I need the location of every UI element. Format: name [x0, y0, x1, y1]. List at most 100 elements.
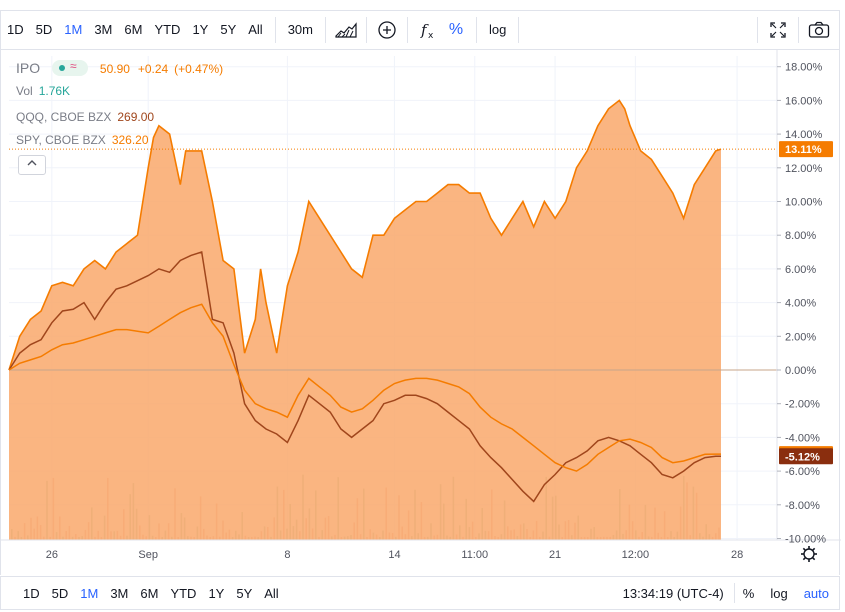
toolbar-divider [518, 17, 520, 43]
toolbar-divider [407, 17, 408, 43]
price-axis-label: 14.00% [785, 129, 823, 141]
ipo-series-line [8, 99, 722, 371]
legend-compare-label: QQQ, CBOE BZX [16, 110, 112, 124]
legend-compare-label: SPY, CBOE BZX [16, 133, 106, 147]
toolbar-divider [325, 17, 326, 43]
range-1m-button[interactable]: 1M [64, 22, 83, 37]
time-axis-label: 21 [549, 549, 561, 561]
legend-volume: Vol 1.76K [16, 84, 70, 98]
chart-style-icon[interactable] [332, 16, 360, 44]
bottom-range-5d[interactable]: 5D [51, 585, 69, 601]
compare-add-icon[interactable] [373, 16, 401, 44]
bottom-toolbar: 1D 5D 1M 3M 6M YTD 1Y 5Y All 13:34:19 (U… [0, 576, 840, 610]
svg-text:x: x [428, 31, 434, 40]
toolbar-divider [798, 17, 799, 43]
settings-gear-tooth [811, 547, 816, 552]
range-1d-button[interactable]: 1D [7, 22, 24, 37]
fullscreen-icon[interactable] [764, 16, 792, 44]
bottom-range-1d[interactable]: 1D [23, 585, 40, 601]
chart-canvas[interactable]: 18.00% 16.00% 14.00% 12.00% 10.00% 8.00% 6.00%… [1, 50, 841, 575]
legend-change: +0.24 [137, 62, 169, 76]
percent-scale-icon[interactable]: % [448, 21, 464, 38]
settings-gear-tooth [802, 547, 807, 552]
range-5y-button[interactable]: 5Y [220, 22, 237, 37]
camera-icon[interactable] [805, 16, 833, 44]
bottom-range-all[interactable]: All [264, 585, 279, 601]
legend-price: 50.90 [99, 62, 130, 76]
price-axis-label: 10.00% [785, 197, 823, 209]
price-axis-label: -4.00% [785, 432, 820, 444]
price-axis-label: -10.00% [785, 534, 826, 546]
legend-compare-value: 269.00 [117, 110, 155, 124]
legend-change-pct: (+0.47%) [174, 62, 224, 76]
settings-gear-icon[interactable] [803, 548, 815, 560]
time-axis-label: 26 [46, 549, 58, 561]
legend-symbol[interactable]: IPO [16, 60, 41, 76]
range-ytd-button[interactable]: YTD [154, 22, 181, 37]
bottom-range-6m[interactable]: 6M [140, 585, 159, 601]
toolbar-divider [476, 17, 477, 43]
range-5d-button[interactable]: 5D [35, 22, 53, 37]
wave-icon: ≈ [70, 59, 77, 73]
range-all-button[interactable]: All [248, 22, 263, 37]
price-axis-badge-label: -5.12% [785, 451, 820, 463]
price-axis-badge [779, 141, 833, 158]
legend-vol-value: 1.76K [38, 84, 71, 98]
price-axis-label: 8.00% [785, 230, 816, 242]
legend-compare-value: 326.20 [111, 133, 149, 147]
qqq-series-line [8, 251, 721, 503]
market-status-badge: ≈ [52, 59, 89, 76]
range-6m-button[interactable]: 6M [124, 22, 143, 37]
ipo-area-fill [9, 100, 721, 541]
time-axis-label: 14 [388, 549, 400, 561]
range-1y-button[interactable]: 1Y [192, 22, 209, 37]
toolbar-divider [733, 583, 735, 603]
bottom-range-3m[interactable]: 3M [110, 585, 129, 601]
price-axis-label: 0.00% [785, 365, 816, 377]
time-axis-label: 8 [284, 549, 290, 561]
toolbar-divider [366, 17, 367, 43]
time-axis-label: 11:00 [461, 549, 488, 561]
price-axis-label: 12.00% [785, 163, 823, 175]
market-open-dot-icon [59, 65, 66, 71]
toolbar-divider [757, 17, 758, 43]
toolbar-divider [274, 17, 276, 43]
price-axis-label: 6.00% [785, 264, 816, 276]
price-axis-label: 16.00% [785, 95, 823, 107]
price-axis-label: -2.00% [785, 399, 820, 411]
price-axis-badge [779, 448, 833, 465]
bottom-range-ytd[interactable]: YTD [170, 585, 197, 601]
bottom-range-1m[interactable]: 1M [80, 585, 99, 601]
legend-collapse-button[interactable] [18, 155, 46, 175]
log-toggle[interactable]: log [770, 585, 788, 601]
bottom-right-group: 13:34:19 (UTC-4) % log auto [623, 583, 839, 603]
bottom-range-5y[interactable]: 5Y [236, 585, 253, 601]
bottom-range-1y[interactable]: 1Y [208, 585, 225, 601]
price-axis-label: 18.00% [785, 62, 823, 74]
settings-gear-tooth [811, 556, 816, 561]
toolbar-right-group [751, 16, 839, 44]
price-axis-label: -8.00% [785, 500, 820, 512]
time-axis-label: 28 [731, 549, 743, 561]
price-axis-badge-label: 13.11% [785, 144, 822, 156]
legend-compare-qqq[interactable]: QQQ, CBOE BZX 269.00 [16, 110, 154, 124]
price-axis-label: 2.00% [785, 331, 816, 343]
range-3m-button[interactable]: 3M [94, 22, 113, 37]
time-axis-label: Sep [138, 549, 158, 561]
time-axis-label: 12:00 [622, 549, 650, 561]
percent-toggle[interactable]: % [742, 585, 755, 601]
auto-scale-toggle[interactable]: auto [803, 585, 829, 601]
log-scale-button[interactable]: log [489, 22, 507, 37]
legend-main: IPO ≈ 50.90 +0.24 (+0.47%) [16, 59, 224, 76]
legend-vol-label: Vol [16, 84, 33, 98]
interval-button[interactable]: 30m [287, 22, 313, 37]
svg-text:f: f [420, 21, 429, 39]
clock-timezone[interactable]: 13:34:19 (UTC-4) [622, 585, 724, 601]
chart-pane[interactable]: 18.00% 16.00% 14.00% 12.00% 10.00% 8.00% 6.00%… [0, 50, 841, 575]
price-axis-label: -6.00% [785, 466, 820, 478]
price-axis-label: 4.00% [785, 298, 816, 310]
legend-compare-spy[interactable]: SPY, CBOE BZX 326.20 [16, 133, 149, 147]
chevron-up-icon [27, 160, 37, 166]
